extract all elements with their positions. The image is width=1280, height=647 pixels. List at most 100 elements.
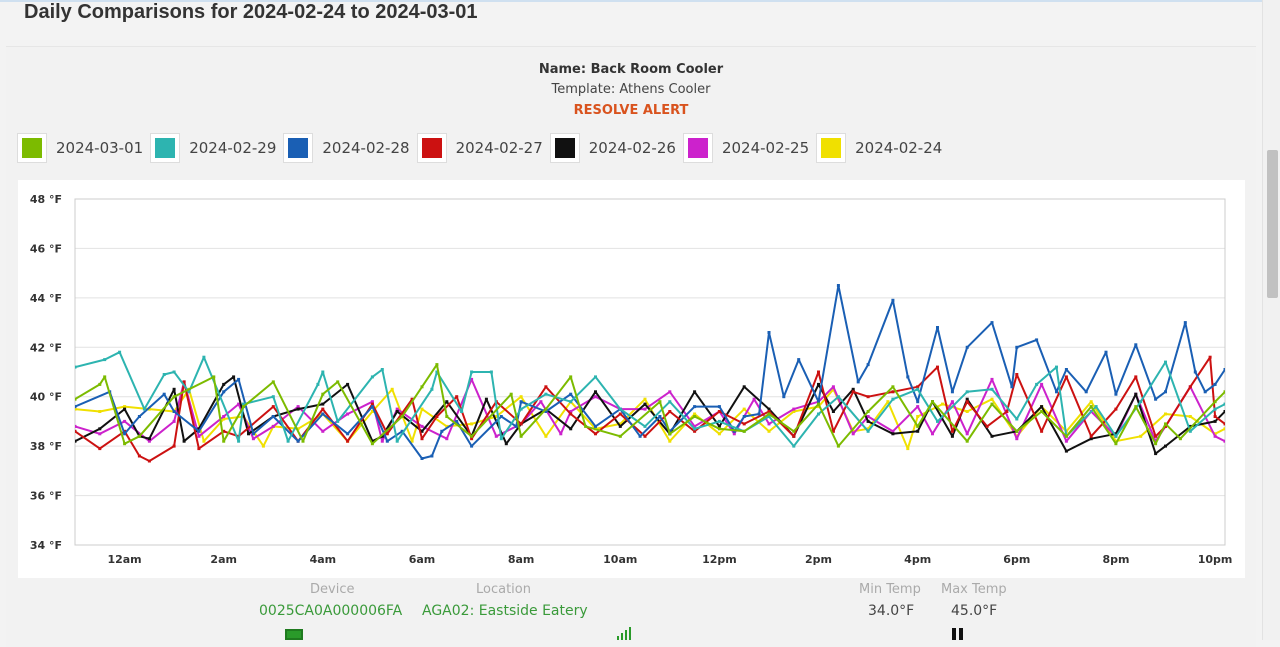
- series-point: [886, 400, 890, 404]
- series-point: [693, 427, 697, 431]
- series-point: [271, 395, 275, 399]
- series-point: [1213, 432, 1217, 436]
- series-point: [494, 434, 498, 438]
- legend-item[interactable]: 2024-03-01: [18, 133, 143, 163]
- series-point: [856, 380, 860, 384]
- series-point: [1015, 345, 1019, 349]
- chart-container: 34 °F 36 °F 38 °F 40 °F 42 °F 44 °F 46 °F 48 °F…: [18, 180, 1245, 578]
- series-point: [484, 397, 488, 401]
- series-point: [75, 405, 77, 409]
- series-point: [1178, 437, 1182, 441]
- series-point: [544, 434, 548, 438]
- series-point: [271, 405, 275, 409]
- series-point: [1134, 343, 1138, 347]
- series-point: [767, 331, 771, 334]
- series-point: [187, 390, 191, 394]
- top-border: [0, 0, 1280, 2]
- legend-item[interactable]: 2024-02-29: [151, 133, 276, 163]
- series-point: [891, 397, 895, 401]
- series-point: [400, 415, 404, 418]
- legend-item[interactable]: 2024-02-24: [817, 133, 942, 163]
- series-point: [742, 385, 746, 389]
- series-point: [792, 444, 796, 448]
- series-point: [1015, 429, 1019, 433]
- series-point: [1015, 373, 1019, 376]
- series-point: [752, 397, 756, 401]
- series-point: [693, 412, 697, 416]
- series-point: [717, 410, 721, 413]
- series-point: [693, 424, 697, 428]
- series-point: [103, 375, 107, 379]
- legend-label: 2024-02-29: [189, 139, 277, 157]
- series-point: [296, 405, 300, 409]
- series-point: [668, 390, 672, 394]
- series-point: [638, 434, 642, 438]
- series-point: [618, 424, 622, 428]
- series-point: [797, 358, 801, 362]
- series-point: [1114, 434, 1118, 438]
- series-point: [232, 375, 236, 379]
- series-point: [569, 392, 573, 396]
- series-point: [866, 427, 870, 431]
- series-point: [836, 284, 840, 287]
- series-point: [237, 377, 241, 381]
- series-point: [916, 385, 920, 389]
- series-point: [346, 432, 350, 436]
- series-point: [831, 429, 835, 433]
- series-point: [817, 370, 820, 374]
- series-point: [1040, 410, 1044, 413]
- legend-item[interactable]: 2024-02-25: [683, 133, 809, 163]
- series-point: [643, 434, 647, 438]
- series-point: [271, 415, 275, 418]
- series-point: [197, 434, 201, 438]
- series-point: [470, 444, 474, 448]
- series-point: [118, 350, 122, 354]
- battery-icon: [285, 629, 303, 640]
- series-point: [544, 407, 548, 411]
- series-point: [851, 432, 855, 436]
- series-point: [757, 412, 761, 416]
- max-temp-value: 45.0°F: [951, 603, 998, 619]
- series-point: [370, 375, 374, 379]
- series-point: [1164, 444, 1167, 448]
- pause-icon[interactable]: [952, 628, 966, 640]
- series-point: [936, 326, 939, 329]
- y-tick-label: 44 °F: [30, 292, 62, 305]
- device-name: Name: Back Room Cooler: [538, 62, 724, 77]
- series-point: [1139, 434, 1143, 438]
- series-point: [594, 375, 597, 379]
- series-point: [455, 395, 459, 399]
- legend-label: 2024-02-24: [855, 139, 943, 157]
- resolve-alert-link[interactable]: RESOLVE ALERT: [573, 103, 689, 118]
- legend-item[interactable]: 2024-02-28: [284, 133, 410, 163]
- series-point: [370, 402, 374, 406]
- series-point: [420, 437, 424, 441]
- scrollbar-thumb[interactable]: [1267, 150, 1278, 298]
- series-point: [906, 447, 910, 451]
- series-point: [1208, 355, 1212, 359]
- series-point: [1055, 390, 1058, 394]
- series-point: [1183, 321, 1187, 325]
- series-point: [182, 380, 186, 384]
- series-point: [385, 432, 389, 436]
- series-point: [1139, 400, 1143, 404]
- series-point: [316, 382, 320, 386]
- legend-item[interactable]: 2024-02-27: [417, 133, 543, 163]
- series-point: [435, 415, 439, 418]
- series-point: [1164, 412, 1167, 416]
- series-point: [162, 373, 166, 376]
- series-point: [242, 402, 245, 406]
- series-point: [1164, 424, 1167, 428]
- template-name: Template: Athens Cooler: [551, 82, 711, 97]
- series-point: [965, 439, 969, 443]
- series-point: [1213, 382, 1217, 386]
- series-point: [1089, 400, 1093, 404]
- y-tick-label: 36 °F: [30, 490, 62, 503]
- plot-frame: [74, 198, 1226, 546]
- page-scrollbar[interactable]: [1262, 0, 1280, 640]
- series-point: [455, 419, 459, 423]
- legend-item[interactable]: 2024-02-26: [550, 133, 676, 163]
- series-point: [594, 424, 597, 428]
- series-point: [1064, 375, 1068, 379]
- series-point: [990, 321, 994, 325]
